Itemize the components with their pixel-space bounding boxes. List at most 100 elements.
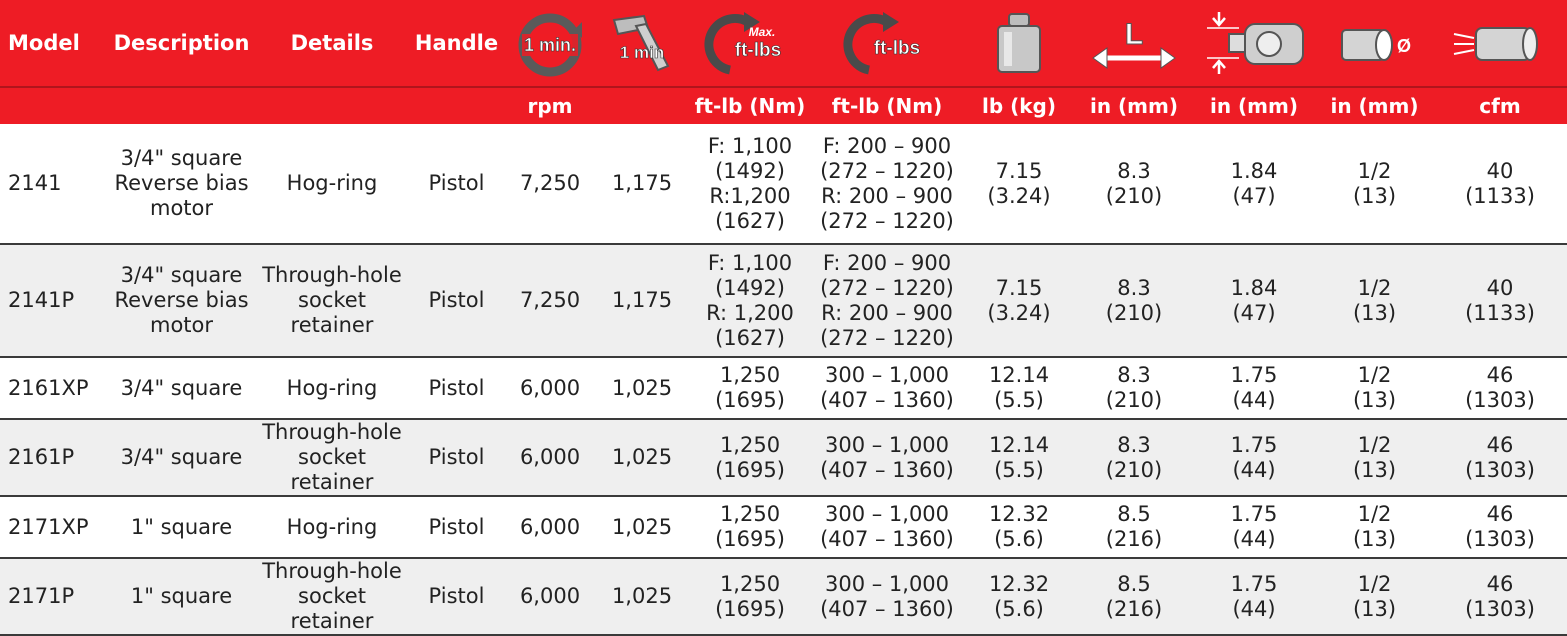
cell-free-speed: 6,000 bbox=[504, 496, 596, 559]
cell-weight: 7.15 (3.24) bbox=[962, 124, 1076, 245]
table-row: 2141P 3/4" square Reverse bias motor Thr… bbox=[0, 244, 1567, 358]
cell-length: 8.3 (210) bbox=[1076, 357, 1192, 420]
impacts-per-minute-icon: 1 min bbox=[612, 14, 670, 72]
header-air-consumption bbox=[1433, 0, 1567, 87]
header-air-hose-size: Ø bbox=[1316, 0, 1433, 87]
unit-free-speed: rpm bbox=[504, 86, 596, 124]
unit-max-torque: ft-lb (Nm) bbox=[688, 86, 812, 124]
cell-impacts-per-minute: 1,025 bbox=[596, 496, 688, 559]
cell-model: 2161XP bbox=[0, 357, 108, 420]
unit-impacts-per-minute bbox=[596, 86, 688, 124]
cell-air-hose-size: 1/2 (13) bbox=[1316, 419, 1433, 497]
cell-max-torque: 1,250 (1695) bbox=[688, 357, 812, 420]
cell-length: 8.5 (216) bbox=[1076, 558, 1192, 636]
weight-icon bbox=[997, 13, 1041, 73]
cell-torque-range: 300 – 1,000 (407 – 1360) bbox=[812, 357, 962, 420]
units-row: rpm ft-lb (Nm) ft-lb (Nm) lb (kg) in (mm… bbox=[0, 86, 1567, 124]
svg-text:ft-lbs: ft-lbs bbox=[874, 38, 920, 59]
cell-weight: 12.14 (5.5) bbox=[962, 357, 1076, 420]
unit-weight: lb (kg) bbox=[962, 86, 1076, 124]
svg-text:1 min: 1 min bbox=[620, 43, 664, 62]
table-row: 2141 3/4" square Reverse bias motor Hog-… bbox=[0, 124, 1567, 245]
cell-torque-range: 300 – 1,000 (407 – 1360) bbox=[812, 496, 962, 559]
table-row: 2171P 1" square Through-hole socket reta… bbox=[0, 558, 1567, 636]
cell-air-consumption: 46 (1303) bbox=[1433, 558, 1567, 636]
air-consumption-icon bbox=[1453, 27, 1538, 61]
cell-max-torque: F: 1,100 (1492) R:1,200 (1627) bbox=[688, 124, 812, 245]
svg-text:Ø: Ø bbox=[1396, 36, 1410, 56]
header-handle: Handle bbox=[409, 0, 504, 87]
cell-impacts-per-minute: 1,175 bbox=[596, 124, 688, 245]
unit-air-consumption: cfm bbox=[1433, 86, 1567, 124]
unit-description bbox=[108, 86, 255, 124]
free-speed-icon: 1 min. bbox=[518, 13, 582, 77]
cell-handle: Pistol bbox=[409, 496, 504, 559]
header-impacts-per-minute: 1 min bbox=[596, 0, 688, 87]
svg-text:L: L bbox=[1125, 18, 1143, 51]
cell-impacts-per-minute: 1,025 bbox=[596, 357, 688, 420]
cell-model: 2171P bbox=[0, 558, 108, 636]
cell-max-torque: 1,250 (1695) bbox=[688, 496, 812, 559]
cell-torque-range: 300 – 1,000 (407 – 1360) bbox=[812, 419, 962, 497]
air-hose-size-icon: Ø bbox=[1340, 29, 1411, 61]
cell-free-speed: 7,250 bbox=[504, 244, 596, 358]
cell-center-to-side: 1.84 (47) bbox=[1192, 244, 1316, 358]
cell-air-consumption: 40 (1133) bbox=[1433, 244, 1567, 358]
cell-impacts-per-minute: 1,025 bbox=[596, 558, 688, 636]
cell-model: 2161P bbox=[0, 419, 108, 497]
header-description: Description bbox=[108, 0, 255, 87]
cell-weight: 12.32 (5.6) bbox=[962, 558, 1076, 636]
cell-impacts-per-minute: 1,025 bbox=[596, 419, 688, 497]
cell-length: 8.3 (210) bbox=[1076, 244, 1192, 358]
cell-details: Hog-ring bbox=[255, 496, 409, 559]
unit-air-hose-size: in (mm) bbox=[1316, 86, 1433, 124]
header-row: Model Description Details Handle 1 min. … bbox=[0, 0, 1567, 87]
svg-text:1 min.: 1 min. bbox=[524, 35, 576, 55]
cell-torque-range: 300 – 1,000 (407 – 1360) bbox=[812, 558, 962, 636]
header-center-to-side bbox=[1192, 0, 1316, 87]
cell-handle: Pistol bbox=[409, 419, 504, 497]
unit-details bbox=[255, 86, 409, 124]
table-row: 2171XP 1" square Hog-ring Pistol 6,000 1… bbox=[0, 496, 1567, 559]
cell-description: 1" square bbox=[108, 496, 255, 559]
cell-air-consumption: 46 (1303) bbox=[1433, 357, 1567, 420]
center-to-side-icon bbox=[1207, 12, 1304, 74]
cell-details: Through-hole socket retainer bbox=[255, 419, 409, 497]
header-torque-range: ft-lbs bbox=[812, 0, 962, 87]
cell-torque-range: F: 200 – 900 (272 – 1220) R: 200 – 900 (… bbox=[812, 244, 962, 358]
cell-center-to-side: 1.84 (47) bbox=[1192, 124, 1316, 245]
cell-free-speed: 6,000 bbox=[504, 558, 596, 636]
unit-handle bbox=[409, 86, 504, 124]
cell-center-to-side: 1.75 (44) bbox=[1192, 558, 1316, 636]
cell-length: 8.3 (210) bbox=[1076, 124, 1192, 245]
cell-max-torque: 1,250 (1695) bbox=[688, 419, 812, 497]
cell-max-torque: F: 1,100 (1492) R: 1,200 (1627) bbox=[688, 244, 812, 358]
cell-weight: 7.15 (3.24) bbox=[962, 244, 1076, 358]
table-row: 2161XP 3/4" square Hog-ring Pistol 6,000… bbox=[0, 357, 1567, 420]
cell-air-hose-size: 1/2 (13) bbox=[1316, 558, 1433, 636]
cell-center-to-side: 1.75 (44) bbox=[1192, 419, 1316, 497]
cell-details: Hog-ring bbox=[255, 124, 409, 245]
cell-description: 3/4" square bbox=[108, 357, 255, 420]
cell-air-consumption: 46 (1303) bbox=[1433, 496, 1567, 559]
cell-torque-range: F: 200 – 900 (272 – 1220) R: 200 – 900 (… bbox=[812, 124, 962, 245]
unit-length: in (mm) bbox=[1076, 86, 1192, 124]
unit-torque-range: ft-lb (Nm) bbox=[812, 86, 962, 124]
cell-center-to-side: 1.75 (44) bbox=[1192, 496, 1316, 559]
unit-center-to-side: in (mm) bbox=[1192, 86, 1316, 124]
cell-free-speed: 6,000 bbox=[504, 357, 596, 420]
cell-length: 8.3 (210) bbox=[1076, 419, 1192, 497]
cell-model: 2141P bbox=[0, 244, 108, 358]
cell-details: Through-hole socket retainer bbox=[255, 558, 409, 636]
cell-description: 3/4" square Reverse bias motor bbox=[108, 244, 255, 358]
cell-impacts-per-minute: 1,175 bbox=[596, 244, 688, 358]
header-length: L bbox=[1076, 0, 1192, 87]
cell-weight: 12.32 (5.6) bbox=[962, 496, 1076, 559]
cell-max-torque: 1,250 (1695) bbox=[688, 558, 812, 636]
torque-range-icon: ft-lbs bbox=[843, 12, 921, 75]
cell-handle: Pistol bbox=[409, 124, 504, 245]
cell-air-consumption: 40 (1133) bbox=[1433, 124, 1567, 245]
header-model: Model bbox=[0, 0, 108, 87]
cell-handle: Pistol bbox=[409, 558, 504, 636]
